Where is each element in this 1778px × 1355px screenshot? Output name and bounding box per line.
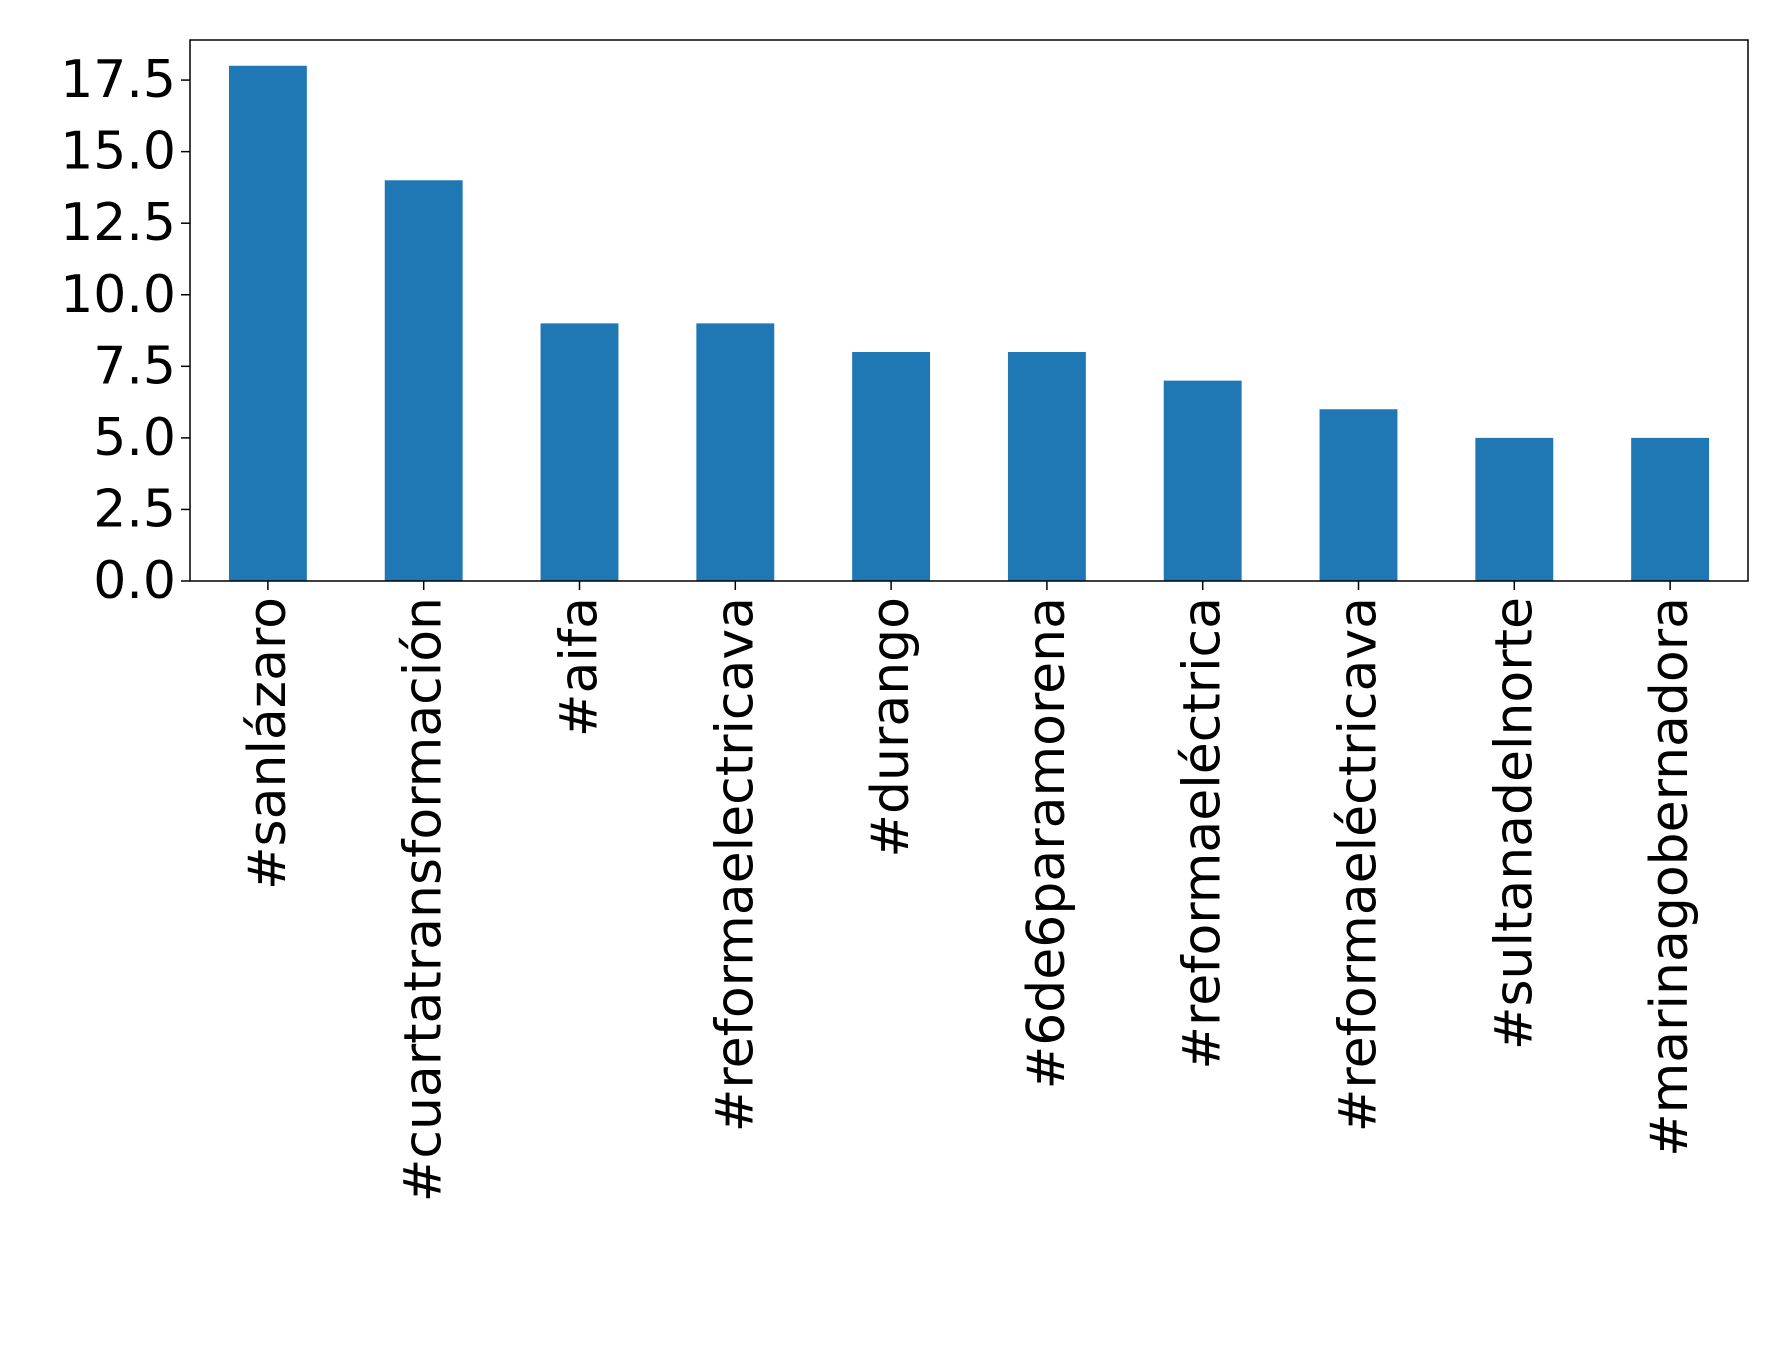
y-tick-label: 5.0	[93, 408, 176, 468]
bar	[228, 65, 307, 581]
x-tick-label: #reformaelectricava	[705, 597, 765, 1132]
bar	[696, 323, 775, 581]
x-tick-label: #durango	[861, 597, 921, 858]
y-axis: 0.0 2.5 5.0 7.5 10.0 12.5 15.0 17.5	[60, 50, 190, 611]
y-tick-label: 10.0	[60, 265, 176, 325]
bars-group	[228, 65, 1710, 581]
bar	[1007, 352, 1086, 581]
x-tick-label: #sultanadelnorte	[1484, 597, 1544, 1050]
y-tick-label: 15.0	[60, 122, 176, 182]
y-tick-label: 0.0	[93, 551, 176, 611]
bar	[1163, 380, 1242, 581]
x-tick-label: #6de6paramorena	[1017, 597, 1077, 1089]
x-tick-label: #sanlázaro	[238, 597, 298, 890]
x-tick-label: #reformaeléctricava	[1329, 597, 1389, 1132]
x-tick-label: #marinagobernadora	[1640, 597, 1700, 1157]
bar	[1631, 437, 1710, 581]
bar	[852, 352, 931, 581]
x-tick-label: #aifa	[550, 597, 610, 737]
y-tick-label: 17.5	[60, 50, 176, 110]
bar	[540, 323, 619, 581]
y-tick-label: 2.5	[93, 479, 176, 539]
bar	[1319, 409, 1398, 581]
plot-frame	[189, 39, 1749, 582]
bar	[1475, 437, 1554, 581]
x-tick-label: #reformaeléctrica	[1173, 597, 1233, 1070]
y-tick-label: 12.5	[60, 193, 176, 253]
y-tick-label: 7.5	[93, 336, 176, 396]
x-tick-label: #cuartatransformación	[394, 597, 454, 1202]
bar	[384, 180, 463, 581]
x-axis: #sanlázaro #cuartatransformación #aifa #ref…	[238, 581, 1700, 1202]
